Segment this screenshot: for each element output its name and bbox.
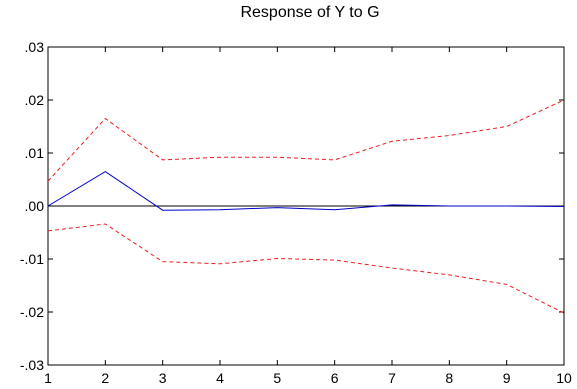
y-tick-label: .00	[25, 198, 45, 214]
x-tick-label: 8	[445, 370, 453, 386]
series-layer	[47, 99, 565, 314]
x-tick-label: 7	[388, 370, 396, 386]
x-tick-label: 5	[273, 370, 281, 386]
y-tick-label: .02	[25, 92, 45, 108]
lower-band-line	[47, 223, 565, 314]
y-tick-label: -.02	[20, 304, 44, 320]
y-tick-label: .03	[25, 39, 45, 55]
x-axis: 1 2 3 4 5 6 7 8 9 10	[44, 47, 572, 386]
y-tick-label: .01	[25, 145, 45, 161]
y-tick-label: -.01	[20, 251, 44, 267]
x-tick-label: 4	[216, 370, 224, 386]
x-tick-label: 10	[556, 370, 572, 386]
upper-band-line	[47, 99, 565, 182]
y-tick-label: -.03	[20, 357, 44, 373]
x-tick-label: 6	[331, 370, 339, 386]
x-tick-label: 9	[503, 370, 511, 386]
x-tick-label: 1	[44, 370, 52, 386]
chart-title: Response of Y to G	[240, 4, 379, 21]
x-tick-label: 2	[101, 370, 109, 386]
x-tick-label: 3	[159, 370, 167, 386]
response-line	[47, 171, 565, 211]
